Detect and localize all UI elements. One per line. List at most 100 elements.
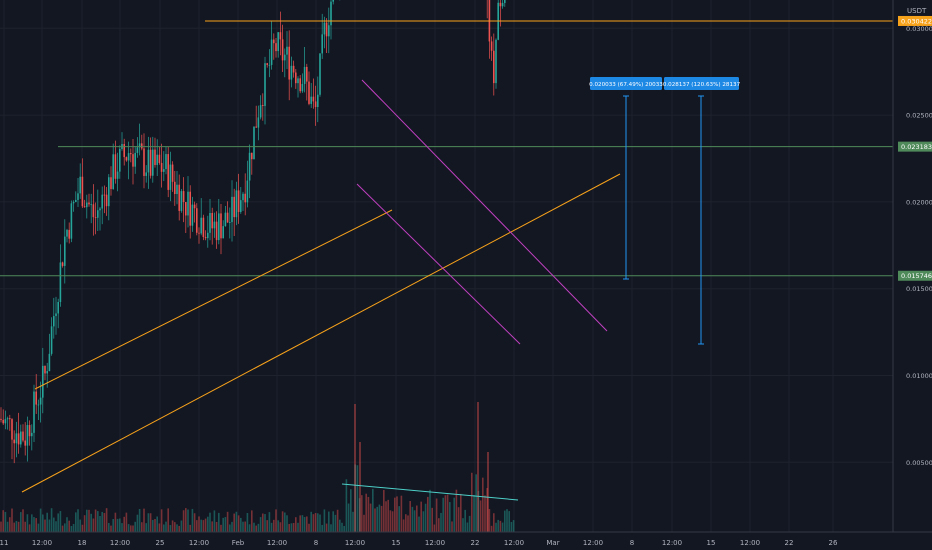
candle-69 (68, 229, 70, 239)
candle-186 (185, 202, 187, 216)
volume-155 (154, 518, 156, 532)
candle-38 (37, 404, 40, 406)
volume-377 (376, 506, 378, 532)
volume-269 (268, 512, 271, 532)
volume-505 (504, 510, 506, 532)
candle-80 (79, 176, 81, 194)
candle-494 (493, 50, 495, 84)
volume-177 (176, 524, 178, 532)
volume-208 (207, 516, 209, 532)
volume-166 (165, 521, 167, 532)
candle-212 (211, 213, 213, 229)
price-badge-label-4: 0.015746 (901, 272, 932, 280)
volume-316 (314, 513, 317, 532)
candle-307 (306, 66, 308, 82)
volume-287 (286, 515, 288, 532)
candle-74 (72, 202, 75, 204)
volume-3 (2, 510, 4, 532)
x-tick-13: 12:00 (504, 539, 524, 547)
candle-137 (136, 147, 139, 153)
volume-371 (369, 503, 372, 532)
volume-131 (130, 525, 132, 532)
volume-258 (257, 523, 260, 532)
volume-162 (160, 509, 163, 532)
candle-254 (253, 126, 255, 160)
channel-upper-line[interactable] (34, 209, 393, 390)
candle-140 (138, 143, 141, 148)
volume-118 (116, 518, 119, 532)
volume-spike-2 (487, 452, 489, 532)
channel-lower-line[interactable] (21, 173, 621, 493)
volume-38 (37, 523, 40, 532)
volume-485 (484, 495, 486, 532)
candle-82 (81, 176, 84, 207)
x-axis-ticks[interactable]: 11 12:00 18 12:00 25 12:00 Feb 12:00 8 12:00 15 12:… (0, 539, 838, 547)
volume-456 (455, 489, 458, 532)
wedge-upper-line[interactable] (361, 79, 608, 332)
volume-291 (290, 523, 293, 532)
volume-49 (48, 519, 51, 532)
candle-170 (169, 164, 172, 190)
candle-60 (59, 262, 62, 303)
volume-245 (244, 521, 246, 532)
volume-bars (0, 402, 515, 532)
volume-159 (158, 523, 161, 532)
candle-12 (11, 419, 13, 440)
y-axis-ticks[interactable]: 0.0600000.0550000.0500000.0450000.040000… (906, 0, 932, 467)
volume-353 (352, 511, 354, 532)
candle-217 (215, 221, 218, 241)
volume-232 (231, 521, 233, 532)
volume-151 (149, 513, 152, 532)
volume-450 (449, 502, 451, 532)
wedge-lower-line[interactable] (356, 183, 521, 345)
x-tick-2: 18 (78, 539, 87, 547)
x-tick-20: 22 (785, 539, 794, 547)
candle-129 (127, 153, 130, 161)
volume-102 (101, 511, 103, 532)
candle-100 (99, 208, 101, 211)
candle-19 (17, 433, 20, 445)
candle-133 (132, 154, 134, 167)
candle-43 (42, 365, 44, 398)
volume-1 (0, 521, 2, 532)
volume-318 (317, 513, 319, 532)
x-tick-16: 8 (630, 539, 634, 547)
volume-474 (473, 495, 475, 532)
volume-107 (105, 508, 108, 532)
volume-239 (237, 515, 240, 532)
candle-63 (61, 262, 64, 266)
candle-258 (257, 117, 260, 128)
candle-210 (209, 213, 211, 233)
volume-89 (88, 509, 90, 532)
volume-426 (424, 503, 427, 532)
volume-443 (442, 497, 444, 532)
volume-trend-line[interactable] (341, 483, 519, 501)
candle-316 (314, 101, 317, 108)
candle-76 (75, 199, 77, 203)
volume-463 (462, 518, 464, 532)
volume-375 (374, 508, 376, 532)
volume-492 (490, 525, 493, 532)
volume-221 (220, 524, 222, 532)
volume-228 (226, 511, 229, 532)
volume-278 (277, 520, 279, 532)
volume-201 (200, 519, 202, 532)
candle-252 (251, 152, 253, 160)
candle-1 (0, 418, 2, 420)
candle-78 (77, 193, 79, 200)
candle-120 (119, 149, 121, 172)
volume-199 (198, 516, 200, 532)
volume-60 (59, 511, 62, 532)
candle-113 (112, 154, 114, 190)
volume-340 (339, 519, 341, 532)
volume-173 (171, 520, 174, 532)
candle-276 (275, 43, 277, 52)
candle-124 (123, 144, 125, 158)
candle-267 (266, 63, 268, 65)
volume-197 (196, 520, 198, 532)
candle-298 (297, 78, 299, 84)
candle-23 (22, 431, 24, 441)
volume-509 (508, 511, 510, 532)
